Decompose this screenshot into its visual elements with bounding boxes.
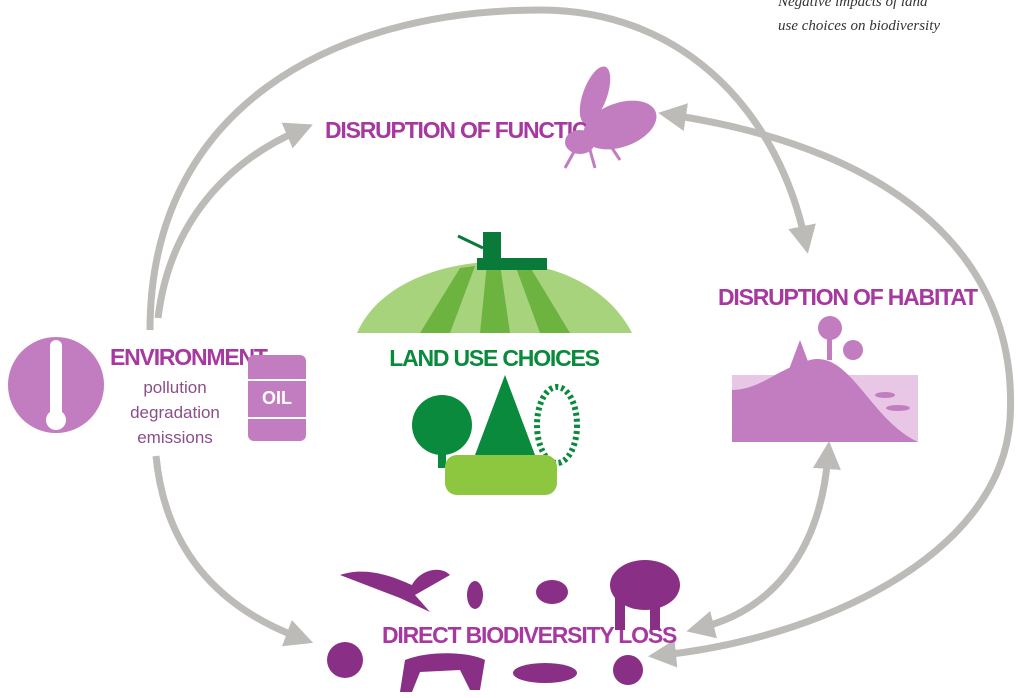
environment-item: emissions xyxy=(137,428,213,447)
diagram: Negative impacts of land use choices on … xyxy=(0,0,1019,698)
globe-icon xyxy=(8,337,104,433)
arrow xyxy=(700,455,828,628)
field-icon xyxy=(357,232,632,333)
barrel-label: OIL xyxy=(262,388,292,408)
trees-icon xyxy=(412,375,577,495)
arrow xyxy=(158,130,300,318)
environment-item: pollution xyxy=(143,378,206,397)
node-label: DISRUPTION OF HABITAT xyxy=(718,284,978,310)
bee-icon xyxy=(565,63,663,168)
habitat-icon xyxy=(732,316,918,442)
arrow xyxy=(156,456,300,638)
environment-item: degradation xyxy=(130,403,220,422)
node-label: DIRECT BIODIVERSITY LOSS xyxy=(382,622,677,648)
caption-line: use choices on biodiversity xyxy=(778,18,940,34)
caption-line: Negative impacts of land xyxy=(777,0,928,10)
node-label: ENVIRONMENT xyxy=(110,344,268,370)
node-label: LAND USE CHOICES xyxy=(389,345,599,371)
